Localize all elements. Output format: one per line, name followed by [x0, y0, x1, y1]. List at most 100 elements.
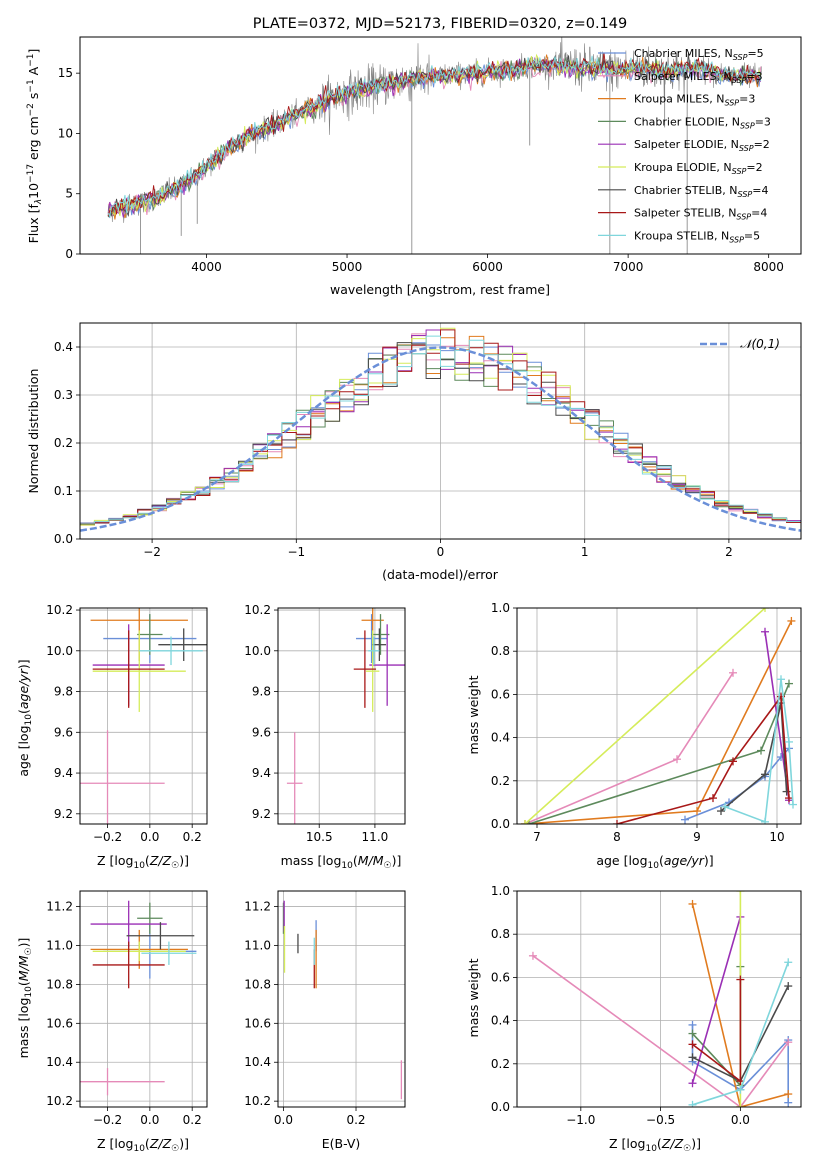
residuals-ticks: −2 −1 0 1 2 0.0 0.1 0.2 0.3 0.4	[54, 340, 733, 559]
mass-vs-Z-point	[126, 922, 195, 950]
spectrum-y-label-exp: −17	[26, 164, 36, 183]
weight-vs-age-plus-marker	[787, 616, 796, 625]
weight-vs-age-plus-marker	[521, 820, 529, 824]
age-vs-mass-x-tick-label: 10.5	[306, 830, 333, 844]
weight-vs-age-plus-marker	[717, 807, 725, 816]
legend-subscript: SSP	[740, 121, 755, 130]
weight-vs-Z-y-tick-label: 0.2	[491, 1057, 510, 1071]
spectrum-x-tick-label: 4000	[191, 260, 222, 274]
age-vs-Z-errorbars	[80, 608, 207, 824]
legend-entry-label: Chabrier STELIB, NSSP=4	[634, 184, 768, 199]
mass-vs-Z-y-tick-label: 10.6	[46, 1016, 73, 1030]
weight-vs-Z-plus-marker	[688, 1079, 697, 1088]
weight-vs-age-plus-marker	[789, 800, 797, 809]
age-vs-Z-point	[139, 636, 203, 666]
residuals-x-tick-label: 1	[581, 545, 589, 559]
weight-vs-Z-plus-marker	[784, 958, 793, 967]
age-vs-Z-axes-frame	[79, 607, 208, 825]
legend-subscript: SSP	[736, 213, 751, 222]
age-vs-mass-axes-frame	[277, 607, 406, 825]
weight-vs-Z-plus-marker	[784, 982, 793, 991]
weight-vs-age-panel: 7 8 9 10 0.0 0.2 0.4 0.6 0.8 1.0	[491, 601, 802, 844]
age-vs-mass-point	[355, 614, 388, 664]
weight-vs-age-plus-marker	[673, 755, 681, 764]
spectrum-x-tick-label: 8000	[753, 260, 784, 274]
mass-vs-Z-y-tick-label: 10.4	[46, 1055, 73, 1069]
spectrum-y-label-lambda: λ	[34, 199, 44, 205]
mass-vs-Z-x-tick-label: 0.2	[183, 1113, 202, 1127]
age-vs-Z-y-tick-label: 10.0	[46, 644, 73, 658]
mass-vs-ebv-x-tick-label: 0.2	[346, 1113, 365, 1127]
residuals-x-tick-label: 0	[437, 545, 445, 559]
mass-vs-ebv-x-label: E(B-V)	[322, 1136, 361, 1151]
weight-vs-Z-x-label: Z [log10(Z/Z☉)]	[609, 1136, 701, 1154]
mass-vs-ebv-y-tick-label: 11.0	[244, 938, 271, 952]
weight-vs-age-plus-marker	[721, 802, 729, 811]
weight-vs-age-axes-frame	[516, 607, 802, 825]
mass-vs-ebv-y-tick-label: 10.4	[244, 1055, 271, 1069]
weight-vs-age-plus-marker	[785, 737, 793, 746]
normal-distribution-curve	[80, 346, 801, 532]
weight-vs-age-y-tick-label: 0.4	[491, 731, 510, 745]
spectrum-y-label-part: Flux [f	[26, 204, 41, 244]
spectrum-y-tick-label: 5	[65, 187, 73, 201]
weight-vs-age-y-label: mass weight	[466, 675, 481, 754]
age-vs-Z-y-tick-label: 9.2	[54, 807, 73, 821]
age-vs-mass-point	[372, 628, 387, 661]
weight-vs-Z-y-tick-label: 0.8	[491, 927, 510, 941]
legend-entry-label: Salpeter STELIB, NSSP=4	[634, 207, 767, 222]
weight-vs-age-plus-marker	[777, 675, 785, 684]
legend-subscript: SSP	[732, 167, 747, 176]
weight-vs-Z-plus-marker	[688, 899, 697, 908]
legend-subscript: SSP	[732, 76, 747, 85]
spectrum-y-label-part: s	[26, 93, 41, 104]
weight-vs-Z-plus-marker	[688, 1029, 697, 1038]
weight-vs-Z-y-tick-label: 0.6	[491, 970, 510, 984]
residuals-y-tick-label: 0.2	[54, 436, 73, 450]
spectrum-y-label-exp: −1	[26, 79, 36, 92]
normal-legend-label: 𝒩(0,1)	[740, 337, 780, 351]
legend-nssp-value: =3	[746, 70, 762, 83]
weight-vs-Z-x-tick-label: −1.0	[566, 1113, 595, 1127]
residuals-y-tick-label: 0.0	[54, 532, 73, 546]
weight-vs-Z-plus-marker	[688, 1053, 697, 1062]
spectrum-panel: PLATE=0372, MJD=52173, FIBERID=0320, z=0…	[26, 16, 802, 297]
spectrum-y-label-exp: −1	[26, 54, 36, 67]
spectrum-x-label: wavelength [Angstrom, rest frame]	[330, 282, 550, 297]
legend-entry-label: Salpeter ELODIE, NSSP=2	[634, 138, 770, 153]
legend-nssp-value: =2	[754, 138, 770, 151]
legend-nssp-value: =3	[739, 93, 755, 106]
weight-vs-Z-plus-marker	[736, 975, 745, 984]
mass-vs-ebv-y-tick-label: 10.6	[244, 1016, 271, 1030]
spectrum-y-label-part: A	[26, 66, 41, 79]
mass-vs-Z-axes-frame	[79, 890, 208, 1108]
age-vs-Z-point	[92, 630, 186, 712]
weight-vs-age-plus-marker	[785, 679, 793, 688]
age-vs-mass-point	[371, 614, 390, 655]
weight-vs-age-plus-marker	[693, 807, 701, 816]
weight-vs-age-plus-marker	[761, 608, 769, 612]
legend-subscript: SSP	[739, 144, 754, 153]
legend-subscript: SSP	[733, 53, 748, 62]
mass-vs-ebv-panel: 0.0 0.2 10.2 10.4 10.6 10.8 11.0 11.2	[244, 890, 406, 1127]
weight-vs-Z-y-tick-label: 0.4	[491, 1014, 510, 1028]
weight-vs-age-y-tick-label: 0.2	[491, 774, 510, 788]
age-vs-Z-y-label: age [log10(age/yr)]	[16, 659, 34, 776]
spectrum-plot-area	[107, 37, 762, 254]
mass-vs-Z-point	[141, 941, 197, 965]
residuals-x-tick-label: −2	[143, 545, 161, 559]
legend-nssp-value: =4	[751, 207, 767, 220]
spectrum-y-tick-label: 0	[65, 247, 73, 261]
spectrum-y-tick-label: 10	[58, 126, 73, 140]
age-vs-mass-panel: 10.5 11.0 9.2 9.4 9.6 9.8 10.0 10.2	[244, 603, 406, 844]
weight-vs-Z-plus-marker	[784, 1098, 793, 1107]
mass-vs-Z-point	[92, 941, 186, 962]
legend-entry-label: Kroupa ELODIE, NSSP=2	[634, 161, 763, 176]
age-vs-mass-y-tick-label: 9.4	[252, 766, 271, 780]
age-vs-mass-x-label: mass [log10(M/M☉)]	[281, 853, 402, 871]
mass-vs-ebv-axes-frame	[277, 890, 406, 1108]
spectrum-x-tick-label: 5000	[332, 260, 363, 274]
age-vs-mass-point	[366, 630, 380, 712]
